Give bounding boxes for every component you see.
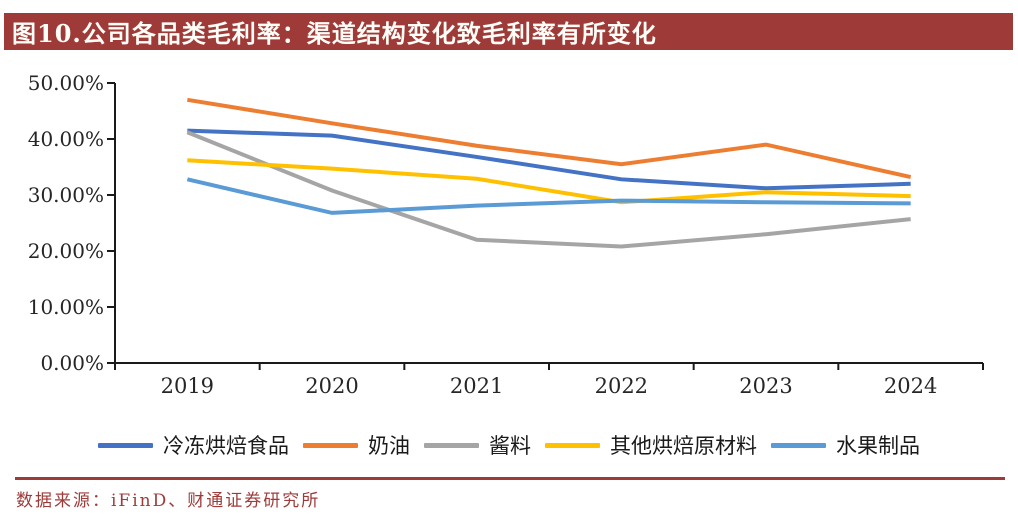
x-tick-label: 2019 — [160, 374, 215, 398]
legend-swatch-icon — [771, 442, 826, 448]
x-tick-label: 2020 — [305, 374, 359, 398]
series-line-水果制品 — [186, 177, 911, 215]
legend-item: 水果制品 — [771, 430, 920, 460]
y-tick-label: 0.00% — [40, 351, 104, 375]
y-tick-label: 20.00% — [27, 239, 104, 263]
legend-swatch-icon — [545, 442, 600, 448]
x-tick-label: 2023 — [739, 374, 793, 398]
data-source-note: 数据来源：iFinD、财通证券研究所 — [16, 491, 321, 511]
legend-swatch-icon — [424, 442, 479, 448]
y-tick-label: 40.00% — [27, 127, 104, 151]
legend-item: 奶油 — [303, 430, 410, 460]
series-line-冷冻烘焙食品 — [187, 128, 911, 191]
series-line-其他烘焙原材料 — [187, 158, 911, 205]
legend-label: 水果制品 — [836, 434, 920, 458]
series-line-酱料 — [186, 130, 911, 249]
x-tick-label: 2021 — [449, 374, 504, 398]
legend-swatch-icon — [303, 442, 358, 448]
legend-item: 酱料 — [424, 430, 531, 460]
chart-legend: 冷冻烘焙食品 奶油 酱料 其他烘焙原材料 水果制品 — [0, 430, 1018, 460]
legend-swatch-icon — [98, 442, 153, 448]
x-tick-label: 2022 — [594, 374, 649, 398]
figure-title: 图10.公司各品类毛利率：渠道结构变化致毛利率有所变化 — [12, 19, 657, 48]
y-tick-label: 50.00% — [27, 71, 104, 95]
legend-item: 冷冻烘焙食品 — [98, 430, 289, 460]
legend-item: 其他烘焙原材料 — [545, 430, 757, 460]
series-line-奶油 — [187, 97, 912, 180]
y-tick-label: 30.00% — [27, 183, 104, 207]
legend-label: 酱料 — [489, 434, 531, 458]
legend-label: 冷冻烘焙食品 — [163, 434, 289, 458]
footer-divider — [15, 477, 1005, 480]
y-tick-label: 10.00% — [27, 295, 104, 319]
legend-label: 其他烘焙原材料 — [610, 434, 757, 458]
figure-title-bar: 图10.公司各品类毛利率：渠道结构变化致毛利率有所变化 — [4, 13, 1013, 50]
legend-label: 奶油 — [368, 434, 410, 458]
x-tick-label: 2024 — [883, 374, 938, 398]
